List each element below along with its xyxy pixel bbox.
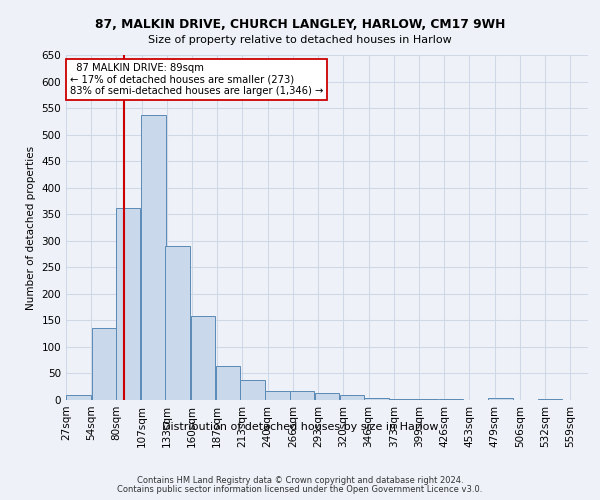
- Bar: [340, 395, 364, 400]
- Bar: [290, 391, 314, 400]
- Bar: [141, 115, 166, 400]
- Bar: [538, 399, 562, 400]
- Bar: [364, 398, 389, 400]
- Bar: [414, 399, 438, 400]
- Bar: [67, 394, 91, 400]
- Y-axis label: Number of detached properties: Number of detached properties: [26, 146, 36, 310]
- Bar: [92, 328, 116, 400]
- Text: 87, MALKIN DRIVE, CHURCH LANGLEY, HARLOW, CM17 9WH: 87, MALKIN DRIVE, CHURCH LANGLEY, HARLOW…: [95, 18, 505, 30]
- Bar: [240, 380, 265, 400]
- Bar: [389, 399, 414, 400]
- Text: 87 MALKIN DRIVE: 89sqm
← 17% of detached houses are smaller (273)
83% of semi-de: 87 MALKIN DRIVE: 89sqm ← 17% of detached…: [70, 63, 323, 96]
- Bar: [166, 246, 190, 400]
- Bar: [488, 398, 513, 400]
- Text: Size of property relative to detached houses in Harlow: Size of property relative to detached ho…: [148, 35, 452, 45]
- Bar: [265, 391, 290, 400]
- Bar: [191, 316, 215, 400]
- Text: Contains HM Land Registry data © Crown copyright and database right 2024.: Contains HM Land Registry data © Crown c…: [137, 476, 463, 485]
- Text: Distribution of detached houses by size in Harlow: Distribution of detached houses by size …: [162, 422, 438, 432]
- Bar: [216, 366, 240, 400]
- Bar: [116, 208, 140, 400]
- Text: Contains public sector information licensed under the Open Government Licence v3: Contains public sector information licen…: [118, 485, 482, 494]
- Bar: [315, 393, 339, 400]
